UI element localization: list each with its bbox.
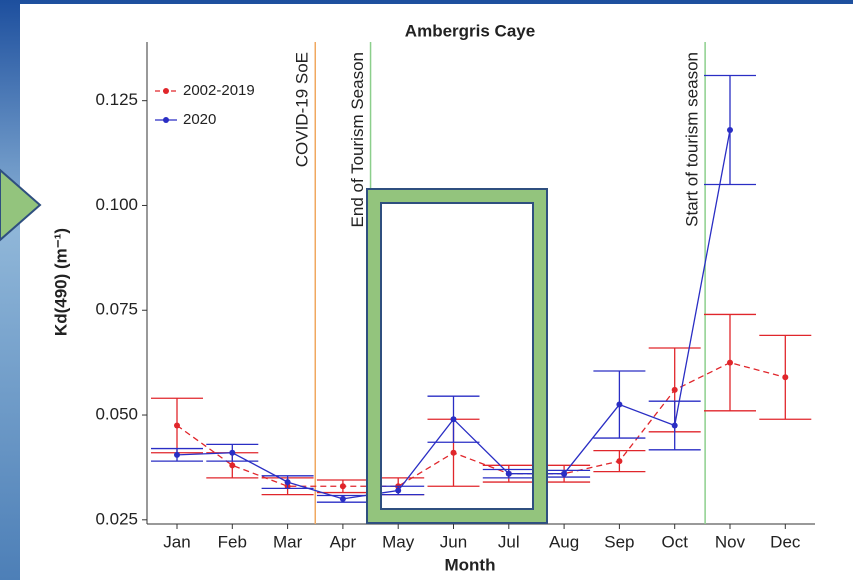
point (616, 401, 623, 408)
x-tick-label: Sep (604, 532, 634, 551)
point (339, 483, 346, 490)
y-tick-label: 0.125 (95, 90, 138, 109)
point (671, 386, 678, 393)
arrow (0, 168, 42, 242)
x-tick-label: May (382, 532, 415, 551)
x-tick-label: Oct (661, 532, 688, 551)
x-tick-label: Feb (218, 532, 247, 551)
x-tick-label: Jul (498, 532, 520, 551)
point (727, 127, 733, 134)
legend-dot (163, 88, 169, 94)
legend-dot (163, 117, 169, 123)
chart-title: Ambergris Caye (405, 21, 535, 40)
point (450, 449, 457, 456)
point (505, 470, 512, 477)
y-tick-label: 0.075 (95, 300, 138, 319)
event-label: Start of tourism season (683, 52, 702, 227)
y-tick-label: 0.050 (95, 405, 138, 424)
point (395, 487, 402, 494)
point (450, 416, 457, 423)
x-tick-label: Jun (440, 532, 467, 551)
event-label: End of Tourism Season (348, 52, 367, 227)
point (616, 458, 623, 465)
y-axis-label: Kd(490) (m⁻¹) (51, 228, 70, 336)
point (727, 359, 733, 366)
x-tick-label: Nov (715, 532, 746, 551)
x-tick-label: Mar (273, 532, 303, 551)
panel (20, 4, 853, 580)
point (174, 422, 180, 429)
point (339, 495, 346, 502)
x-axis-label: Month (445, 555, 496, 574)
highlight-box (366, 188, 548, 524)
x-tick-label: Jan (163, 532, 190, 551)
series-line (176, 361, 786, 487)
point (229, 449, 236, 456)
x-tick-label: Aug (549, 532, 579, 551)
legend-label: 2002-2019 (183, 82, 255, 99)
point (284, 479, 291, 486)
point (782, 374, 789, 381)
point (561, 470, 568, 477)
legend-label: 2020 (183, 111, 216, 128)
event-label: COVID-19 SoE (293, 52, 312, 167)
x-tick-label: Apr (330, 532, 357, 551)
x-tick-label: Dec (770, 532, 801, 551)
point (229, 462, 236, 469)
point (174, 451, 180, 458)
y-tick-label: 0.025 (95, 509, 138, 528)
point (671, 422, 678, 429)
y-tick-label: 0.100 (95, 195, 138, 214)
